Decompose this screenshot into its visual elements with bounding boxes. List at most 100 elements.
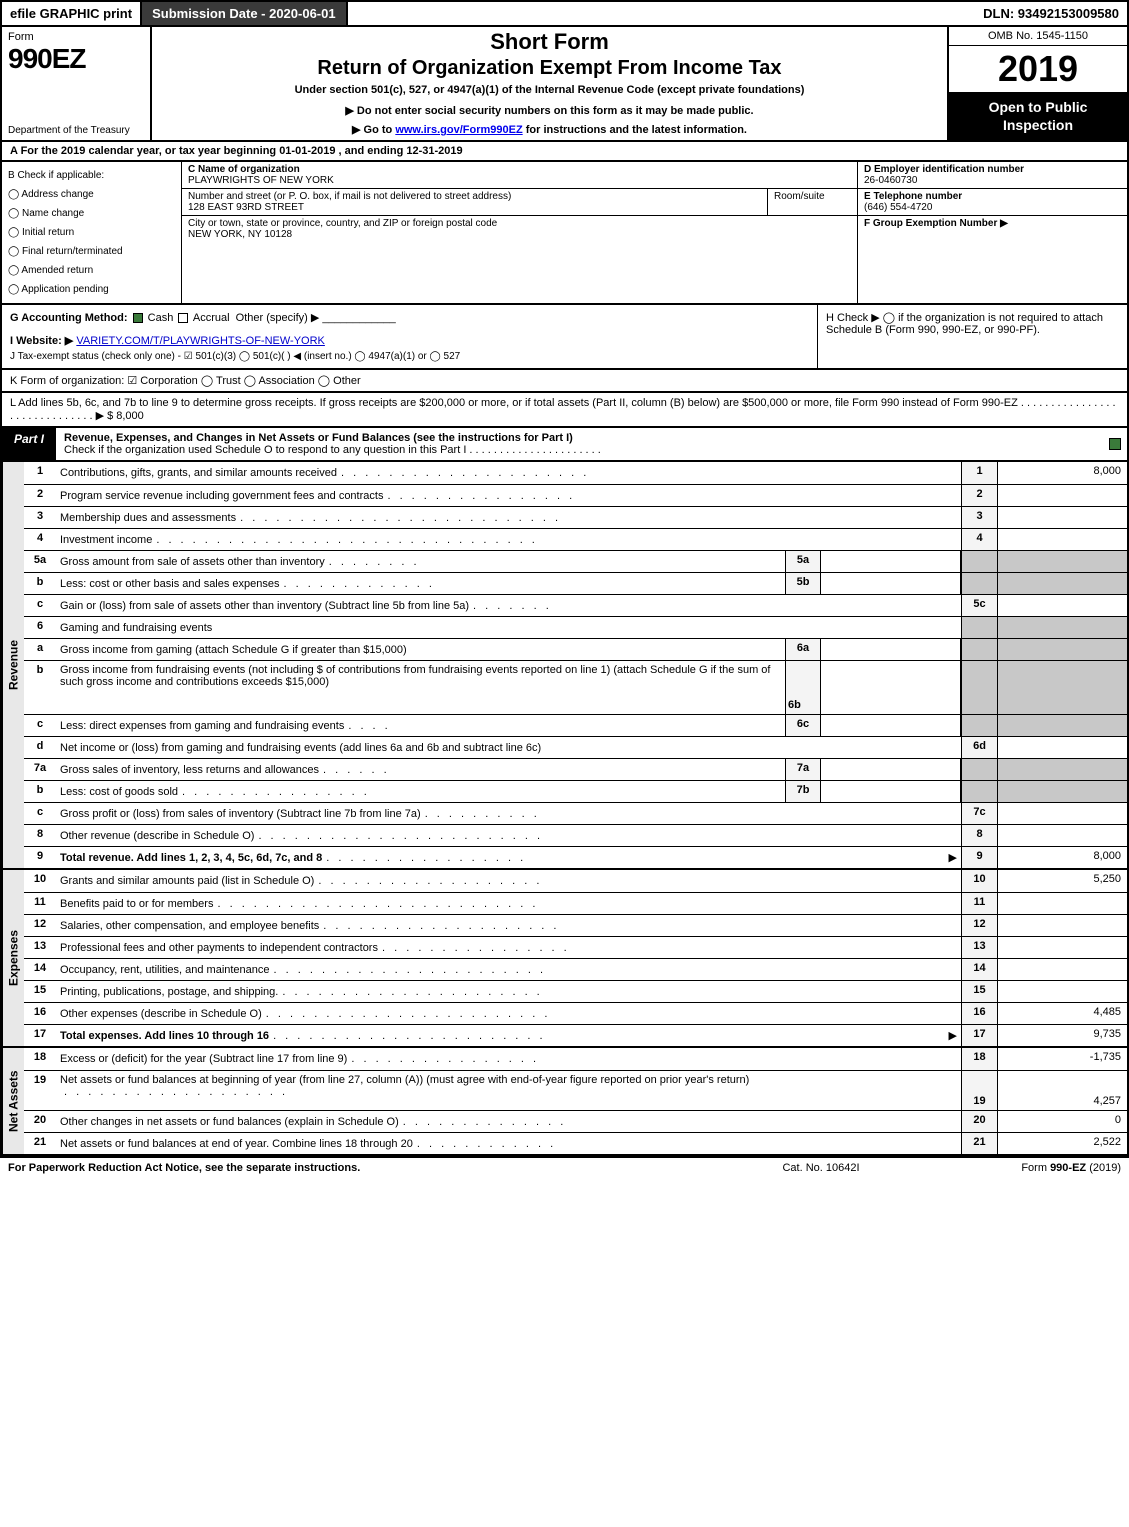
i-website-link[interactable]: VARIETY.COM/T/PLAYWRIGHTS-OF-NEW-YORK xyxy=(76,335,325,347)
c-address-row: Number and street (or P. O. box, if mail… xyxy=(182,189,857,216)
line-1: 1Contributions, gifts, grants, and simil… xyxy=(24,462,1127,484)
topbar-spacer xyxy=(348,2,976,25)
page-footer: For Paperwork Reduction Act Notice, see … xyxy=(0,1156,1129,1178)
line-6b: bGross income from fundraising events (n… xyxy=(24,660,1127,714)
info-block: B Check if applicable: ◯ Address change … xyxy=(0,162,1129,305)
line-21: 21Net assets or fund balances at end of … xyxy=(24,1132,1127,1154)
footer-catno: Cat. No. 10642I xyxy=(721,1162,921,1174)
line-4: 4Investment income. . . . . . . . . . . … xyxy=(24,528,1127,550)
line-2: 2Program service revenue including gover… xyxy=(24,484,1127,506)
c-addr-label: Number and street (or P. O. box, if mail… xyxy=(188,191,511,202)
warning-ssn: ▶ Do not enter social security numbers o… xyxy=(160,104,939,117)
dept-treasury: Department of the Treasury xyxy=(8,125,144,136)
part1-sub: Check if the organization used Schedule … xyxy=(64,444,601,456)
header-center: Short Form Return of Organization Exempt… xyxy=(152,27,947,140)
line-3: 3Membership dues and assessments. . . . … xyxy=(24,506,1127,528)
submission-date-button[interactable]: Submission Date - 2020-06-01 xyxy=(142,2,348,25)
b-application-pending[interactable]: ◯ Application pending xyxy=(8,280,175,299)
b-final-return[interactable]: ◯ Final return/terminated xyxy=(8,242,175,261)
part1-checkbox[interactable] xyxy=(1109,438,1121,450)
c-addr-value: 128 EAST 93RD STREET xyxy=(188,202,304,213)
h-section: H Check ▶ ◯ if the organization is not r… xyxy=(817,305,1127,368)
line-19: 19Net assets or fund balances at beginni… xyxy=(24,1070,1127,1110)
g-accrual-label: Accrual xyxy=(193,312,230,324)
f-group: F Group Exemption Number ▶ xyxy=(858,216,1127,231)
e-label: E Telephone number xyxy=(864,191,962,202)
line-11: 11Benefits paid to or for members. . . .… xyxy=(24,892,1127,914)
goto-link-row: ▶ Go to www.irs.gov/Form990EZ for instru… xyxy=(160,123,939,136)
line-7c: cGross profit or (loss) from sales of in… xyxy=(24,802,1127,824)
header-left: Form 990EZ Department of the Treasury xyxy=(2,27,152,140)
line-6: 6Gaming and fundraising events xyxy=(24,616,1127,638)
c-city-label: City or town, state or province, country… xyxy=(188,218,497,229)
line-5a: 5aGross amount from sale of assets other… xyxy=(24,550,1127,572)
revenue-table: Revenue 1Contributions, gifts, grants, a… xyxy=(0,462,1129,870)
title-short-form: Short Form xyxy=(160,29,939,55)
line-13: 13Professional fees and other payments t… xyxy=(24,936,1127,958)
netassets-table: Net Assets 18Excess or (deficit) for the… xyxy=(0,1048,1129,1156)
part1-tag: Part I xyxy=(2,428,56,460)
line-14: 14Occupancy, rent, utilities, and mainte… xyxy=(24,958,1127,980)
line-18: 18Excess or (deficit) for the year (Subt… xyxy=(24,1048,1127,1070)
dln-label: DLN: 93492153009580 xyxy=(975,2,1127,25)
line-6c: cLess: direct expenses from gaming and f… xyxy=(24,714,1127,736)
e-value: (646) 554-4720 xyxy=(864,202,932,213)
k-form-org: K Form of organization: ☑ Corporation ◯ … xyxy=(0,370,1129,393)
section-b: B Check if applicable: ◯ Address change … xyxy=(2,162,182,303)
expenses-table: Expenses 10Grants and similar amounts pa… xyxy=(0,870,1129,1048)
open-to-public: Open to Public Inspection xyxy=(949,92,1127,140)
line-20: 20Other changes in net assets or fund ba… xyxy=(24,1110,1127,1132)
i-website: I Website: ▶ VARIETY.COM/T/PLAYWRIGHTS-O… xyxy=(10,334,809,347)
b-label: B Check if applicable: xyxy=(8,166,175,185)
g-accrual-checkbox[interactable] xyxy=(178,313,188,323)
gij-section: G Accounting Method: Cash Accrual Other … xyxy=(2,305,817,368)
line-6a: aGross income from gaming (attach Schedu… xyxy=(24,638,1127,660)
g-cash-checkbox[interactable] xyxy=(133,313,143,323)
part1-check-wrap xyxy=(1103,428,1127,460)
c-room-label: Room/suite xyxy=(767,189,857,215)
goto-suffix: for instructions and the latest informat… xyxy=(523,124,747,136)
expenses-sidetab: Expenses xyxy=(2,870,24,1046)
footer-paperwork: For Paperwork Reduction Act Notice, see … xyxy=(8,1162,721,1174)
goto-prefix: ▶ Go to xyxy=(352,124,395,136)
irs-link[interactable]: www.irs.gov/Form990EZ xyxy=(395,124,522,136)
line-5b: bLess: cost or other basis and sales exp… xyxy=(24,572,1127,594)
b-address-change[interactable]: ◯ Address change xyxy=(8,185,175,204)
part1-header: Part I Revenue, Expenses, and Changes in… xyxy=(0,428,1129,462)
b-initial-return[interactable]: ◯ Initial return xyxy=(8,223,175,242)
g-other-label: Other (specify) ▶ xyxy=(236,312,320,324)
b-amended-return[interactable]: ◯ Amended return xyxy=(8,261,175,280)
j-tax-exempt: J Tax-exempt status (check only one) - ☑… xyxy=(10,351,809,362)
g-accounting: G Accounting Method: Cash Accrual Other … xyxy=(10,311,809,324)
line-17: 17Total expenses. Add lines 10 through 1… xyxy=(24,1024,1127,1046)
form-word: Form xyxy=(8,31,144,43)
line-12: 12Salaries, other compensation, and empl… xyxy=(24,914,1127,936)
netassets-sidetab: Net Assets xyxy=(2,1048,24,1154)
h-label: H Check ▶ ◯ if the organization is not r… xyxy=(826,312,1103,336)
f-label: F Group Exemption Number ▶ xyxy=(864,218,1008,229)
form-number: 990EZ xyxy=(8,43,144,75)
line-6d: dNet income or (loss) from gaming and fu… xyxy=(24,736,1127,758)
line-7a: 7aGross sales of inventory, less returns… xyxy=(24,758,1127,780)
title-return: Return of Organization Exempt From Incom… xyxy=(160,57,939,80)
tax-year: 2019 xyxy=(949,46,1127,92)
line-5c: cGain or (loss) from sale of assets othe… xyxy=(24,594,1127,616)
l-gross-receipts: L Add lines 5b, 6c, and 7b to line 9 to … xyxy=(0,393,1129,428)
top-bar: efile GRAPHIC print Submission Date - 20… xyxy=(0,0,1129,27)
g-label: G Accounting Method: xyxy=(10,312,128,324)
gh-block: G Accounting Method: Cash Accrual Other … xyxy=(0,305,1129,370)
line-10: 10Grants and similar amounts paid (list … xyxy=(24,870,1127,892)
d-value: 26-0460730 xyxy=(864,175,917,186)
revenue-sidetab: Revenue xyxy=(2,462,24,868)
part1-title: Revenue, Expenses, and Changes in Net As… xyxy=(56,428,1103,460)
b-name-change[interactable]: ◯ Name change xyxy=(8,204,175,223)
header-right: OMB No. 1545-1150 2019 Open to Public In… xyxy=(947,27,1127,140)
line-15: 15Printing, publications, postage, and s… xyxy=(24,980,1127,1002)
c-name-row: C Name of organization PLAYWRIGHTS OF NE… xyxy=(182,162,857,189)
c-city-value: NEW YORK, NY 10128 xyxy=(188,229,292,240)
efile-print-button[interactable]: efile GRAPHIC print xyxy=(2,2,142,25)
d-ein: D Employer identification number 26-0460… xyxy=(858,162,1127,189)
c-label: C Name of organization xyxy=(188,164,300,175)
form-header: Form 990EZ Department of the Treasury Sh… xyxy=(0,27,1129,142)
g-cash-label: Cash xyxy=(148,312,174,324)
